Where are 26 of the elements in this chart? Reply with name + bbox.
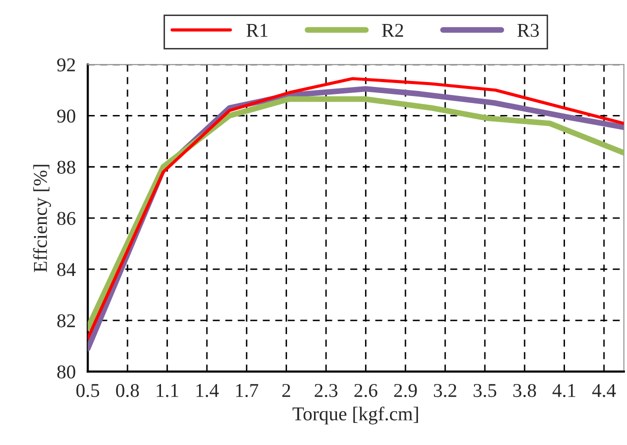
x-tick-label: 2.9 [394,384,417,398]
x-tick-label: 3.8 [513,384,536,398]
x-tick-label: 2.3 [314,384,338,398]
x-tick-label: 2 [282,384,290,397]
x-tick-label: 0.8 [116,384,139,398]
x-tick-label: 1.4 [196,384,219,398]
y-tick-label: 82 [57,314,75,328]
y-tick-label: 90 [57,110,76,123]
x-tick-label: 3.2 [434,384,456,398]
legend-label: R3 [517,24,539,37]
x-tick-label: 3.5 [474,384,496,398]
y-tick-label: 92 [57,58,75,72]
x-tick-label: 1.7 [236,384,258,398]
x-tick-label: 2.6 [354,384,378,398]
legend-label: R2 [382,24,404,37]
x-tick-label: 4.4 [592,384,616,398]
legend-label: R1 [246,24,268,37]
y-tick-label: 86 [57,212,76,225]
y-axis-title: Effciency [%] [33,164,51,272]
x-tick-label: 0.5 [76,384,100,398]
x-tick-label: 1.1 [156,384,178,398]
y-tick-label: 80 [57,365,76,379]
x-tick-label: 4.1 [552,384,576,398]
x-axis-title: Torque [kgf.cm] [292,406,418,424]
y-tick-label: 88 [57,160,76,174]
y-tick-label: 84 [57,263,76,276]
